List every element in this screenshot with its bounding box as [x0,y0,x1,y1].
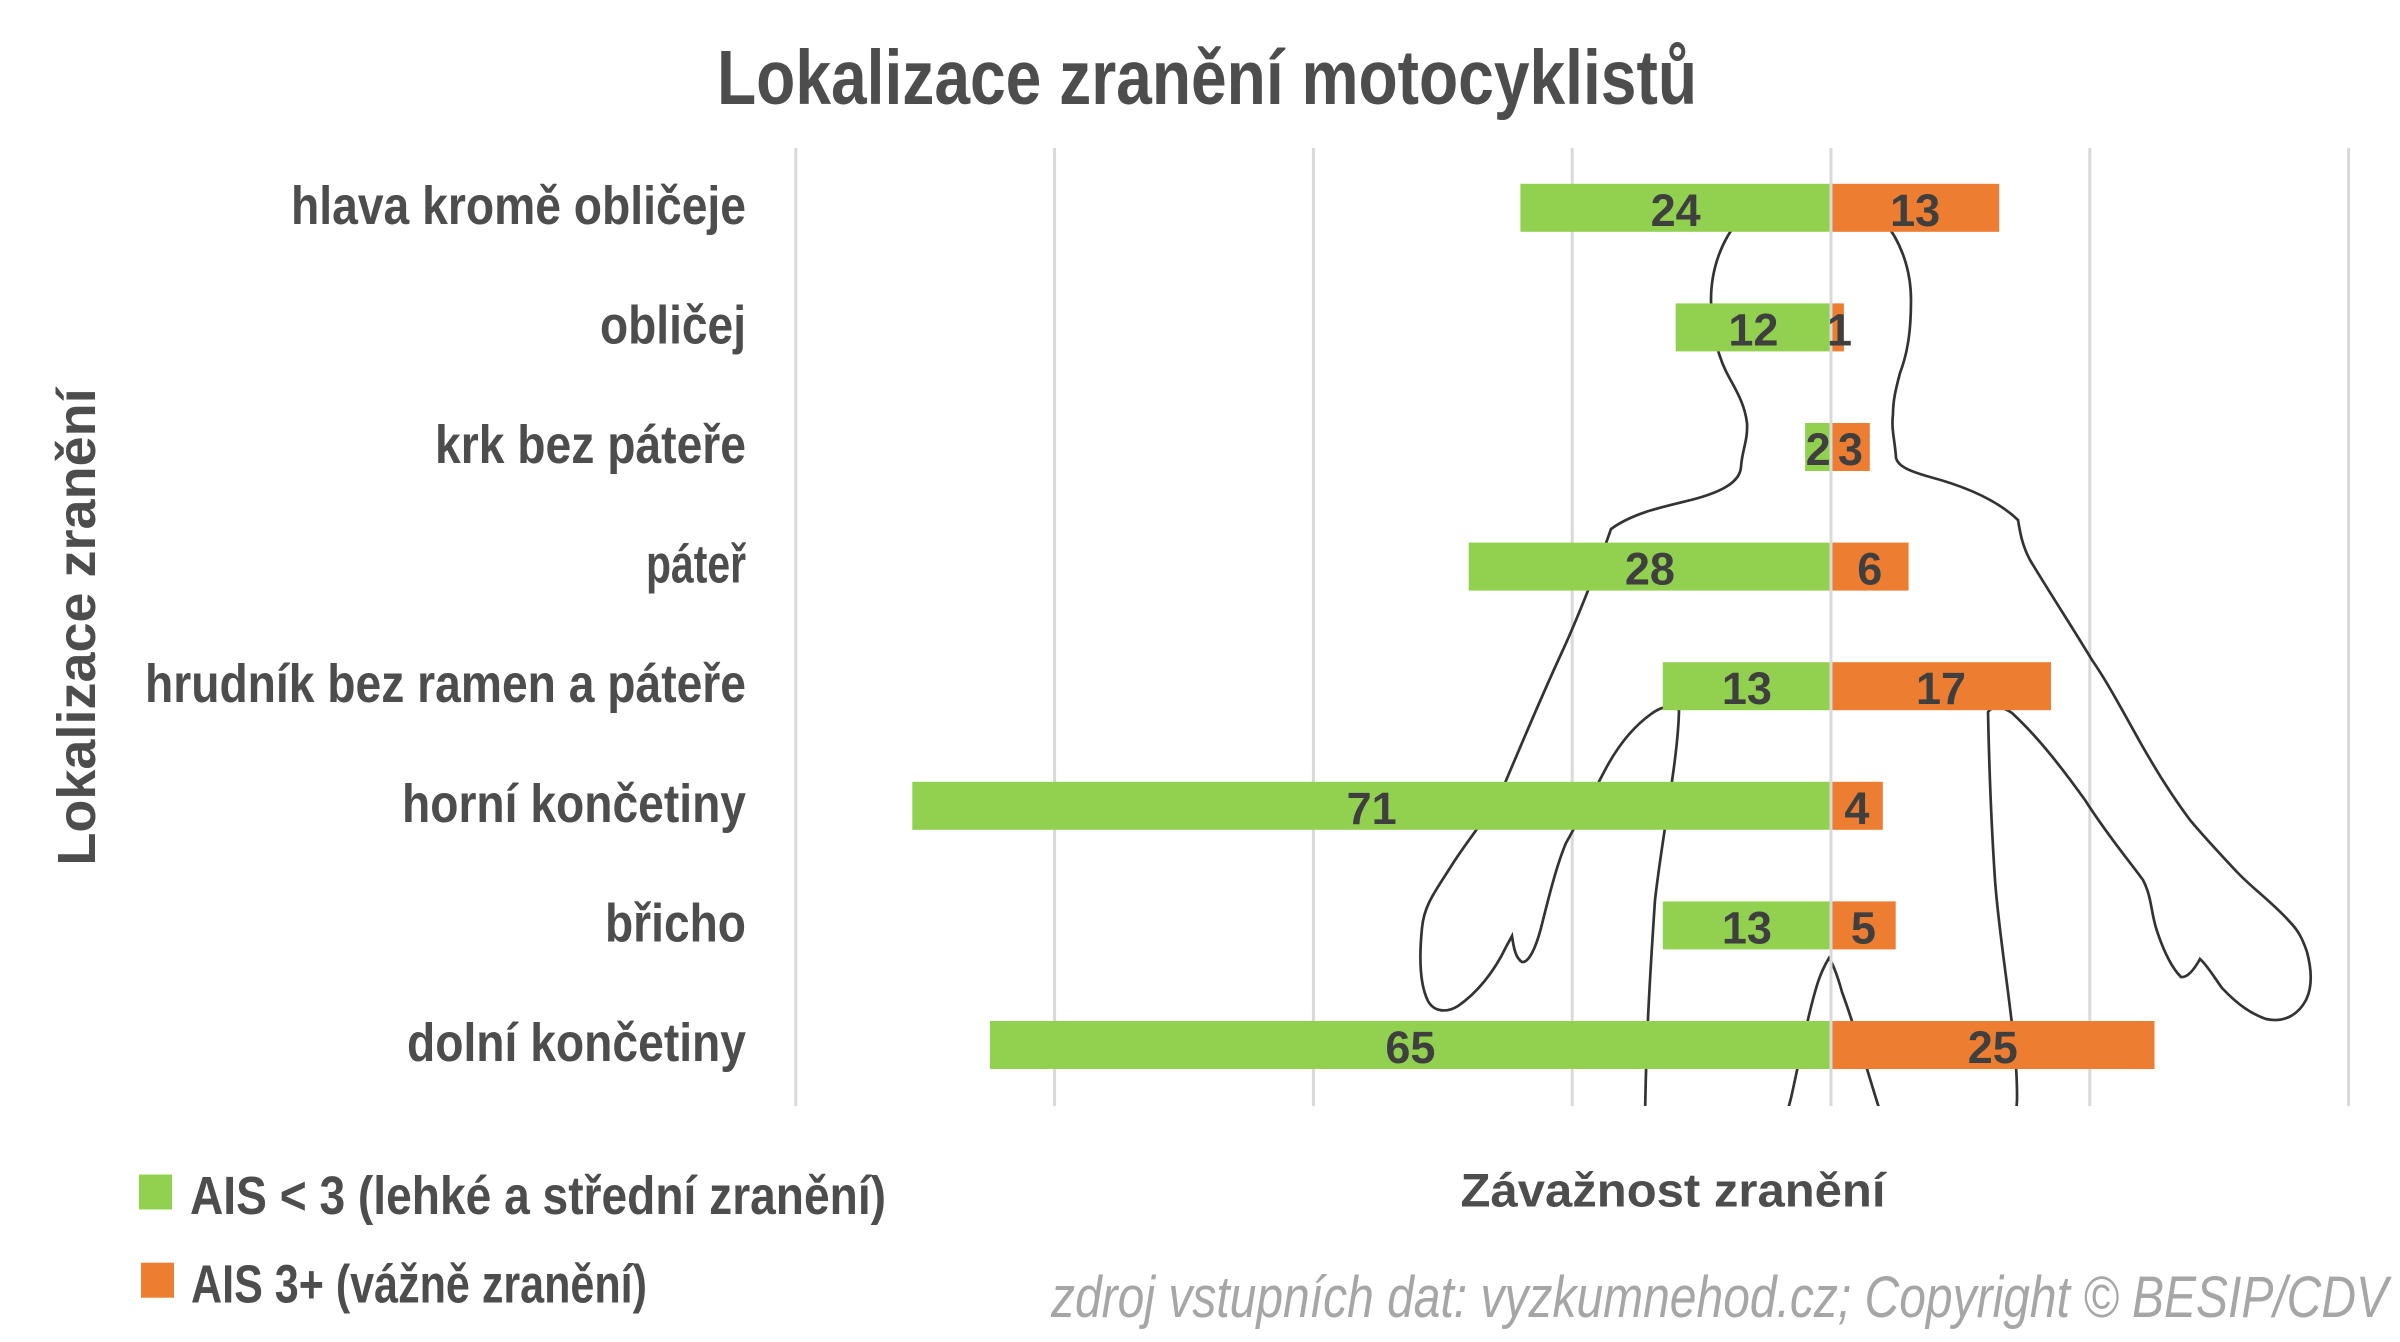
svg-text:13: 13 [1722,902,1772,953]
svg-text:17: 17 [1916,663,1966,714]
svg-text:12: 12 [1728,304,1778,355]
svg-text:horní končetiny: horní končetiny [402,774,746,834]
svg-text:5: 5 [1851,902,1876,953]
svg-text:Závažnost zranění: Závažnost zranění [1461,1164,1888,1217]
svg-text:13: 13 [1890,185,1940,236]
svg-text:hlava kromě obličeje: hlava kromě obličeje [291,176,746,236]
svg-text:24: 24 [1651,185,1701,236]
svg-text:4: 4 [1844,783,1869,834]
svg-text:6: 6 [1857,544,1882,595]
svg-text:71: 71 [1347,783,1397,834]
svg-text:28: 28 [1625,544,1675,595]
svg-text:65: 65 [1385,1022,1435,1073]
svg-text:Lokalizace zranění: Lokalizace zranění [47,386,107,865]
svg-text:1: 1 [1827,304,1852,355]
svg-text:zdroj vstupních dat: vyzkumneh: zdroj vstupních dat: vyzkumnehod.cz; Cop… [1050,1265,2392,1330]
svg-text:hrudník bez ramen a páteře: hrudník bez ramen a páteře [145,654,746,714]
svg-text:25: 25 [1968,1022,2018,1073]
svg-text:13: 13 [1722,663,1772,714]
svg-text:2: 2 [1806,424,1831,475]
svg-text:AIS < 3 (lehké a střední zraně: AIS < 3 (lehké a střední zranění) [190,1166,886,1226]
svg-text:krk bez páteře: krk bez páteře [435,415,746,475]
svg-text:3: 3 [1838,424,1863,475]
svg-text:AIS 3+ (vážně zranění): AIS 3+ (vážně zranění) [191,1255,647,1315]
svg-text:dolní končetiny: dolní končetiny [407,1013,746,1073]
svg-text:Lokalizace zranění motocyklist: Lokalizace zranění motocyklistů [717,35,1697,121]
svg-text:obličej: obličej [600,295,746,355]
svg-text:břicho: břicho [605,893,746,953]
svg-text:páteř: páteř [646,535,746,595]
